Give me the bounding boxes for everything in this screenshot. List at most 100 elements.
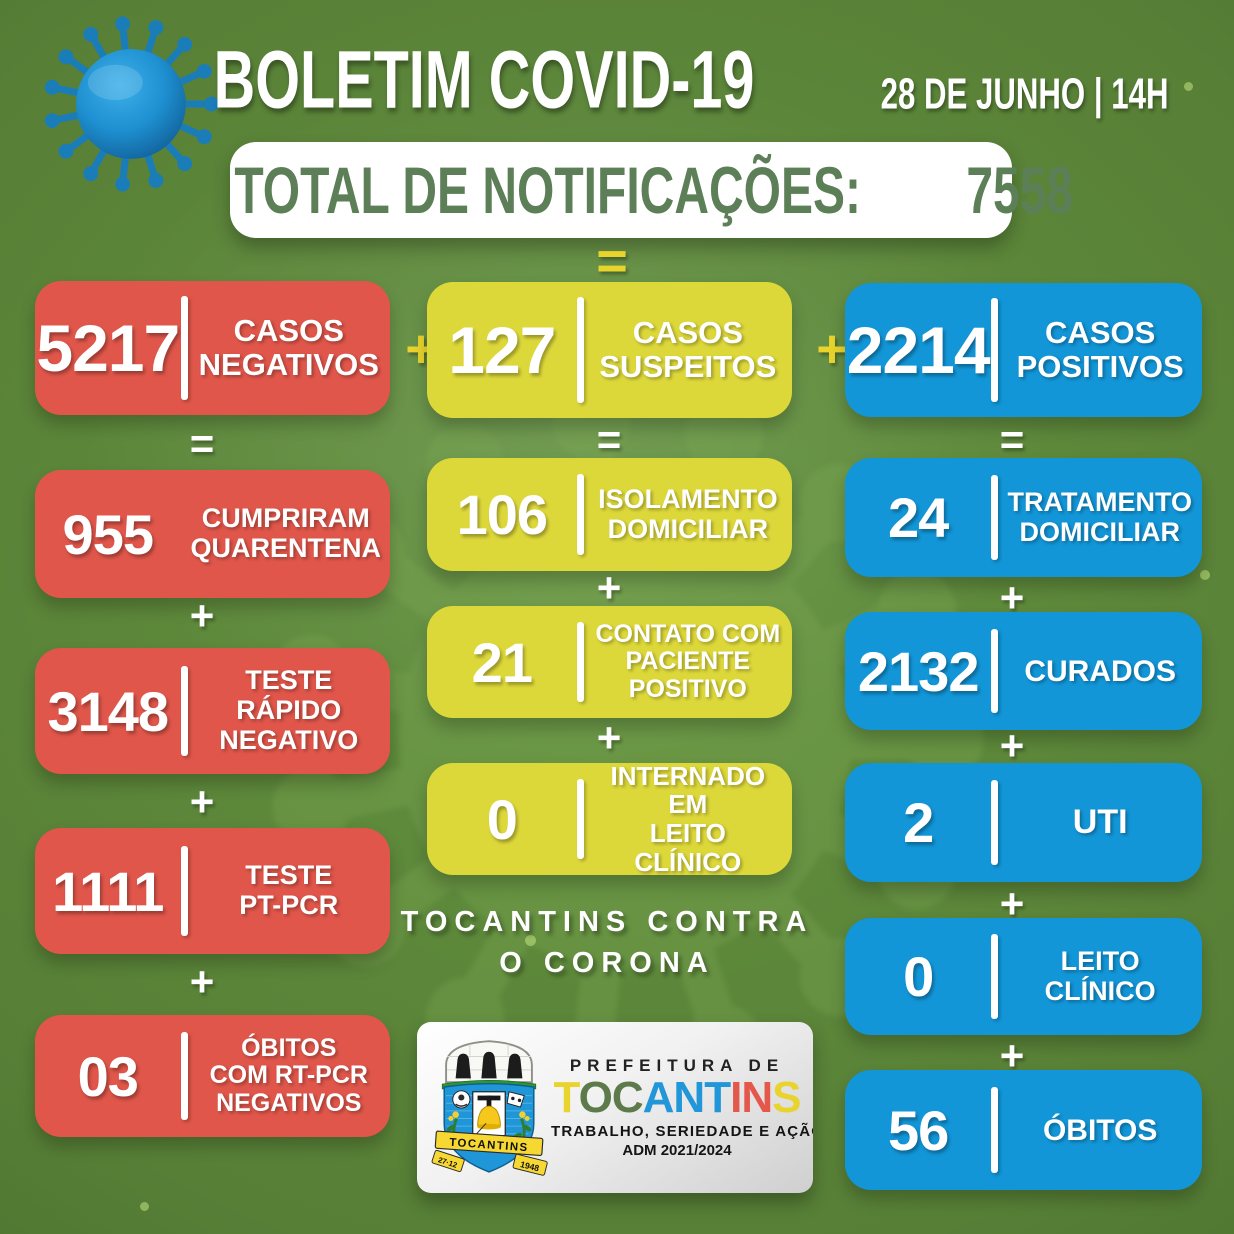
prefeitura-logo-card: TOCANTINS 27·12 1948 PREFEITURA DE TOCAN…: [417, 1022, 813, 1193]
card-obitos-rt-pcr-negativos: 03 ÓBITOS COM RT-PCR NEGATIVOS: [35, 1015, 390, 1137]
slogan-line-1: TOCANTINS CONTRA: [400, 906, 814, 938]
card-curados: 2132 CURADOS: [845, 612, 1202, 730]
card-divider: [576, 473, 584, 556]
card-value: 5217: [36, 311, 180, 385]
card-contato-paciente-positivo: 21 CONTATO COM PACIENTE POSITIVO: [427, 606, 792, 718]
plus-icon: +: [999, 574, 1025, 621]
card-isolamento-domiciliar: 106 ISOLAMENTO DOMICILIAR: [427, 458, 792, 571]
card-leito-clinico: 0 LEITO CLÍNICO: [845, 918, 1202, 1035]
motto: TRABALHO, SERIEDADE E AÇÃO: [551, 1123, 813, 1140]
card-label: CASOS SUSPEITOS: [599, 314, 777, 384]
city-letter: S: [772, 1073, 801, 1122]
card-divider: [180, 845, 188, 937]
total-notifications-banner: TOTAL DE NOTIFICAÇÕES: 7558: [230, 142, 1073, 238]
card-divider: [991, 779, 999, 866]
plus-icon: +: [999, 722, 1025, 769]
card-divider: [991, 1086, 999, 1174]
city-letter: A: [642, 1073, 675, 1122]
city-letter: N: [673, 1073, 705, 1122]
background-dot: [140, 1202, 149, 1211]
card-label: ÓBITOS COM RT-PCR NEGATIVOS: [209, 1033, 368, 1117]
card-label: CONTATO COM PACIENTE POSITIVO: [595, 619, 781, 703]
logo-text-block: PREFEITURA DE TOCANTINS TRABALHO, SERIED…: [551, 1056, 813, 1159]
card-value: 03: [77, 1044, 139, 1108]
card-obitos: 56 ÓBITOS: [845, 1070, 1202, 1190]
page-title: BOLETIM COVID-19: [200, 28, 768, 132]
crest-date-right: 1948: [519, 1159, 540, 1173]
card-teste-rapido-negativo: 3148 TESTE RÁPIDO NEGATIVO: [35, 648, 390, 774]
card-value: 21: [471, 630, 533, 694]
card-value: 127: [448, 313, 556, 387]
card-divider: [576, 778, 584, 860]
card-value: 0: [486, 787, 518, 851]
card-value: 106: [456, 483, 548, 546]
plus-icon: +: [189, 958, 215, 1005]
municipal-crest-icon: TOCANTINS 27·12 1948: [431, 1039, 548, 1176]
card-value: 3148: [47, 679, 169, 743]
card-divider: [991, 297, 999, 403]
card-label: LEITO CLÍNICO: [1044, 945, 1156, 1006]
card-casos-suspeitos: 127 CASOS SUSPEITOS: [427, 282, 792, 418]
card-value: 24: [888, 486, 949, 549]
campaign-slogan: TOCANTINS CONTRA O CORONA: [392, 902, 822, 984]
card-value: 955: [62, 502, 154, 566]
plus-icon: +: [189, 778, 215, 825]
card-tratamento-domiciliar: 24 TRATAMENTO DOMICILIAR: [845, 458, 1202, 577]
card-uti: 2 UTI: [845, 763, 1202, 882]
equals-icon: =: [596, 231, 628, 291]
total-label: TOTAL DE NOTIFICAÇÕES:: [233, 153, 861, 227]
card-internado-leito-clinico: 0 INTERNADO EM LEITO CLÍNICO: [427, 760, 792, 877]
card-value: 56: [888, 1098, 949, 1162]
background-dot: [1200, 570, 1210, 580]
plus-icon: +: [596, 564, 622, 611]
card-casos-positivos: 2214 CASOS POSITIVOS: [845, 283, 1202, 417]
card-label: CURADOS: [1024, 654, 1177, 688]
card-divider: [180, 1032, 188, 1120]
card-divider: [991, 474, 998, 561]
card-teste-pt-pcr: 1111 TESTE PT-PCR: [35, 828, 390, 954]
city-letter: N: [741, 1073, 773, 1122]
card-label: TRATAMENTO DOMICILIAR: [1007, 486, 1192, 547]
card-value: 2132: [857, 639, 980, 703]
card-divider: [991, 934, 999, 1019]
card-divider: [991, 628, 999, 714]
city-letter: C: [611, 1073, 644, 1122]
card-label: UTI: [1072, 802, 1128, 841]
page-title-text: BOLETIM COVID-19: [213, 34, 755, 126]
crest-banner-text: TOCANTINS: [449, 1136, 529, 1154]
card-label: CASOS POSITIVOS: [1016, 314, 1184, 384]
card-divider: [576, 621, 584, 703]
city-letter: I: [730, 1073, 742, 1122]
card-label: TESTE PT-PCR: [239, 860, 339, 920]
card-value: 2214: [846, 313, 991, 387]
card-label: CASOS NEGATIVOS: [198, 312, 379, 382]
equals-icon: =: [999, 416, 1025, 463]
bulletin-datetime-text: 28 DE JUNHO | 14H: [881, 69, 1169, 118]
card-label: TESTE RÁPIDO NEGATIVO: [219, 665, 359, 755]
plus-icon: +: [999, 1032, 1025, 1079]
card-value: 1111: [52, 859, 164, 923]
city-letter: O: [578, 1073, 613, 1122]
bulletin-datetime: 28 DE JUNHO | 14H: [850, 66, 1200, 122]
equals-icon: =: [189, 420, 215, 467]
card-label: ÓBITOS: [1042, 1113, 1158, 1147]
prefeitura-label: PREFEITURA DE: [569, 1056, 785, 1075]
background-dot: [525, 935, 536, 946]
card-casos-negativos: 5217 CASOS NEGATIVOS: [35, 281, 390, 415]
card-divider: [576, 296, 584, 404]
card-cumpriram-quarentena: 955 CUMPRIRAM QUARENTENA: [35, 470, 390, 598]
equals-icon: =: [596, 416, 622, 463]
slogan-line-2: O CORONA: [499, 947, 715, 979]
background-dot: [1184, 82, 1193, 91]
card-label: CUMPRIRAM QUARENTENA: [190, 503, 382, 563]
card-label: INTERNADO EM LEITO CLÍNICO: [610, 760, 766, 877]
plus-icon: +: [596, 714, 622, 761]
total-value: 7558: [966, 153, 1074, 227]
card-divider: [180, 665, 188, 757]
card-label: ISOLAMENTO DOMICILIAR: [598, 483, 778, 544]
city-letter: T: [704, 1073, 731, 1122]
plus-icon: +: [816, 319, 848, 379]
plus-icon: +: [189, 592, 215, 639]
city-name: TOCANTINS: [551, 1076, 803, 1120]
